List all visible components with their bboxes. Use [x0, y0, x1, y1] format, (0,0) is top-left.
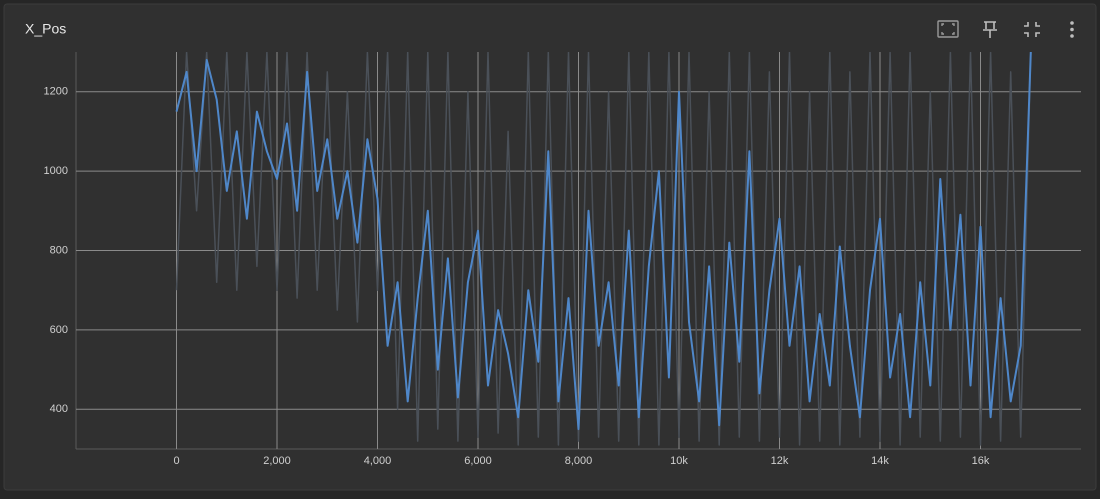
x-tick-label: 10k: [670, 455, 688, 467]
fit-button[interactable]: [937, 20, 959, 38]
x-tick-label: 8,000: [565, 455, 593, 467]
x-tick-label: 14k: [871, 455, 889, 467]
line-series: [175, 52, 1032, 431]
y-tick-label: 400: [50, 403, 68, 415]
x-tick-label: 6,000: [464, 455, 492, 467]
x-tick-label: 0: [173, 455, 179, 467]
collapse-button[interactable]: [1024, 22, 1040, 37]
menu-button[interactable]: [1070, 21, 1074, 38]
y-tick-label: 600: [50, 324, 68, 336]
y-tick-label: 800: [50, 244, 68, 256]
x-tick-label: 16k: [972, 455, 990, 467]
x-tick-label: 2,000: [263, 455, 291, 467]
y-tick-label: 1200: [44, 86, 68, 98]
line-series: [175, 52, 1032, 446]
chart-title: X_Pos: [25, 21, 66, 37]
x-tick-label: 4,000: [364, 455, 392, 467]
card-bg: [3, 3, 1097, 491]
series-group: [175, 52, 1032, 446]
x-tick-label: 12k: [771, 455, 789, 467]
pin-button[interactable]: [983, 21, 997, 38]
plot: 400 600 800 1000 1200 0 2,000 4,000 6,000 8,000 10…: [44, 52, 1081, 467]
y-tick-label: 1000: [44, 165, 68, 177]
